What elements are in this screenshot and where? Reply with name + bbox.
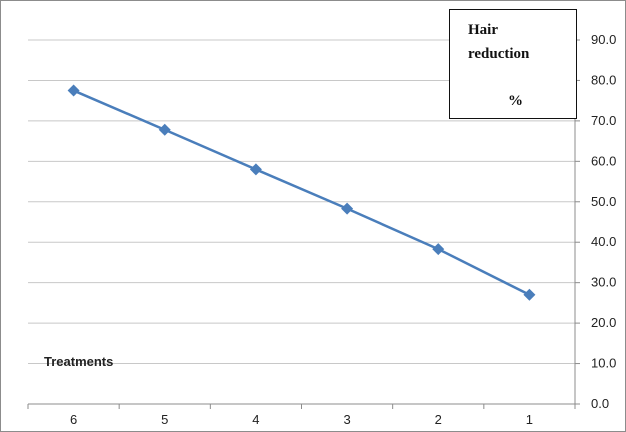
treatments-label: Treatments: [44, 354, 113, 369]
y-tick-label: 90.0: [591, 32, 616, 47]
y-tick-label: 30.0: [591, 275, 616, 290]
x-tick-label: 3: [343, 412, 350, 427]
data-point: [158, 123, 171, 136]
x-tick-label: 5: [161, 412, 168, 427]
data-point: [523, 288, 536, 301]
x-tick-labels: 6 5 4 3 2 1: [70, 412, 533, 427]
x-tick-label: 2: [435, 412, 442, 427]
y-tick-label: 70.0: [591, 113, 616, 128]
data-point: [432, 243, 445, 256]
y-tick-label: 0.0: [591, 396, 609, 411]
y-tick-label: 10.0: [591, 356, 616, 371]
y-tick-labels: 0.0 10.0 20.0 30.0 40.0 50.0 60.0 70.0 80.0 90.0: [591, 32, 616, 411]
y-tick-label: 20.0: [591, 315, 616, 330]
series-line: [73, 89, 530, 296]
box-line-percent: %: [508, 93, 523, 109]
y-tick-label: 60.0: [591, 153, 616, 168]
box-line-reduction: reduction: [468, 46, 530, 62]
data-point: [249, 163, 262, 176]
data-point: [341, 202, 354, 215]
y-tick-label: 80.0: [591, 72, 616, 87]
series-group: [67, 84, 536, 301]
hair-reduction-box: Hair reduction %: [449, 9, 577, 119]
x-tick-label: 6: [70, 412, 77, 427]
y-tick-label: 40.0: [591, 234, 616, 249]
x-tick-label: 1: [526, 412, 533, 427]
x-tick-label: 4: [252, 412, 259, 427]
data-point: [67, 84, 80, 97]
y-tick-label: 50.0: [591, 194, 616, 209]
box-line-hair: Hair: [468, 22, 498, 38]
